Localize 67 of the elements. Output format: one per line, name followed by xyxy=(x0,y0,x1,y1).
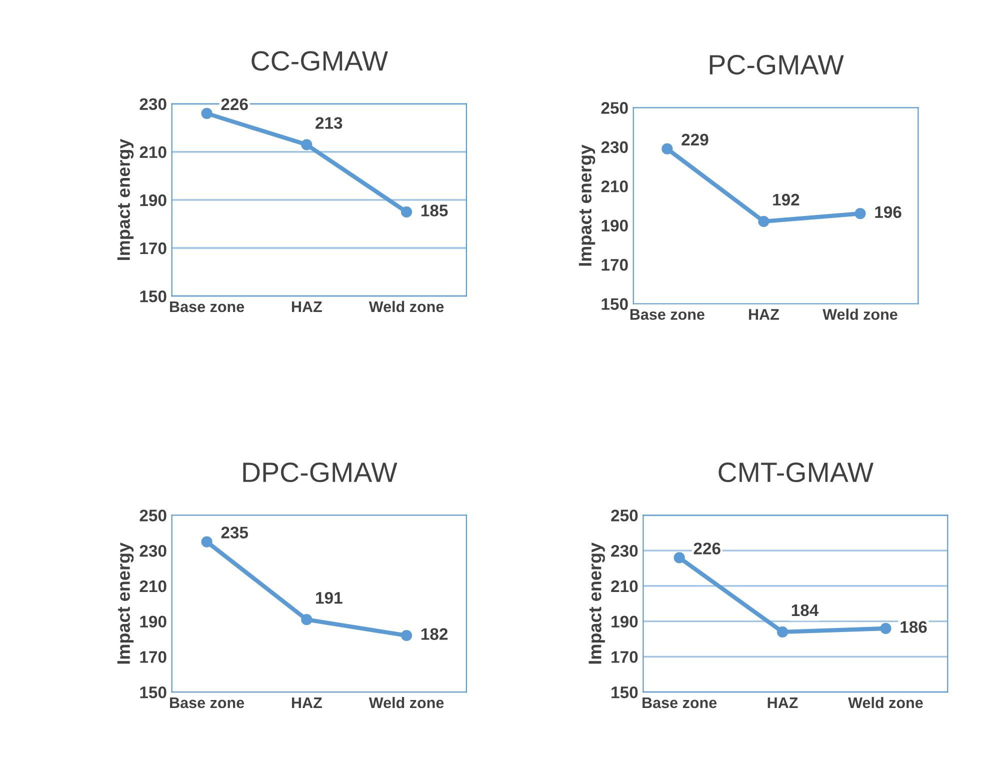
point xyxy=(201,108,212,119)
data-label: 229 xyxy=(682,134,708,146)
point xyxy=(674,552,685,564)
x-tick-label: Weld zone xyxy=(368,696,444,708)
x-tick-label: Base zone xyxy=(642,698,717,708)
point xyxy=(301,139,312,150)
point xyxy=(301,614,312,626)
data-label: 191 xyxy=(316,592,342,604)
data-label: 186 xyxy=(900,621,927,633)
y-tick-label: 250 xyxy=(140,510,166,522)
y-tick-label: 230 xyxy=(140,545,166,557)
x-tick-label: Base zone xyxy=(170,698,244,708)
y-tick-label: 230 xyxy=(140,98,166,110)
y-tick-label: 150 xyxy=(612,686,638,698)
y-tick-label: 230 xyxy=(611,545,638,557)
x-tick-label: HAZ xyxy=(292,301,322,312)
chart-title: CMT-GMAW xyxy=(718,462,874,482)
data-label: 182 xyxy=(421,628,448,640)
y-tick-label: 210 xyxy=(611,580,638,592)
point xyxy=(854,208,866,220)
chart-title: PC-GMAW xyxy=(710,54,844,75)
y-tick-label: 170 xyxy=(612,651,638,663)
y-tick-label: 250 xyxy=(611,510,638,522)
point xyxy=(400,206,412,218)
point xyxy=(662,143,673,154)
chart-title: CC-GMAW xyxy=(252,51,388,71)
x-tick-label: Base zone xyxy=(170,301,244,312)
y-tick-label: 190 xyxy=(140,194,166,206)
y-tick-label: 190 xyxy=(602,220,628,232)
x-tick-label: Weld zone xyxy=(368,300,444,312)
y-tick-label: 150 xyxy=(602,298,628,310)
data-label: 226 xyxy=(221,98,248,110)
chart-title: DPC-GMAW xyxy=(243,462,398,482)
data-label: 235 xyxy=(221,526,248,538)
point xyxy=(880,622,892,634)
y-tick-label: 210 xyxy=(601,180,628,192)
data-label: 213 xyxy=(316,117,342,129)
y-axis-title: Impact energy xyxy=(117,542,134,664)
point xyxy=(400,630,412,642)
y-tick-label: 170 xyxy=(140,242,166,254)
y-axis-title: Impact energy xyxy=(588,542,605,664)
y-tick-label: 250 xyxy=(601,102,628,114)
x-tick-label: HAZ xyxy=(768,698,798,708)
point xyxy=(776,626,788,638)
data-label: 185 xyxy=(421,204,448,216)
point xyxy=(758,216,770,227)
y-axis-title: Impact energy xyxy=(578,144,596,266)
y-tick-label: 150 xyxy=(140,290,166,302)
x-tick-label: HAZ xyxy=(749,309,779,320)
data-label: 184 xyxy=(792,604,819,616)
y-tick-label: 150 xyxy=(140,686,166,698)
data-label: 192 xyxy=(773,194,800,206)
x-tick-label: Base zone xyxy=(630,309,704,320)
y-tick-label: 210 xyxy=(140,146,166,158)
y-tick-label: 170 xyxy=(602,258,628,271)
y-tick-label: 190 xyxy=(140,616,166,628)
y-tick-label: 210 xyxy=(140,580,166,592)
x-tick-label: Weld zone xyxy=(848,696,923,708)
y-tick-label: 230 xyxy=(601,141,628,154)
y-tick-label: 190 xyxy=(612,616,638,628)
point xyxy=(201,536,212,548)
y-axis-title: Impact energy xyxy=(117,138,134,260)
data-label: 226 xyxy=(694,542,720,554)
y-tick-label: 170 xyxy=(140,651,166,663)
x-tick-label: HAZ xyxy=(292,698,322,708)
x-tick-label: Weld zone xyxy=(822,308,898,320)
data-label: 196 xyxy=(875,206,902,218)
